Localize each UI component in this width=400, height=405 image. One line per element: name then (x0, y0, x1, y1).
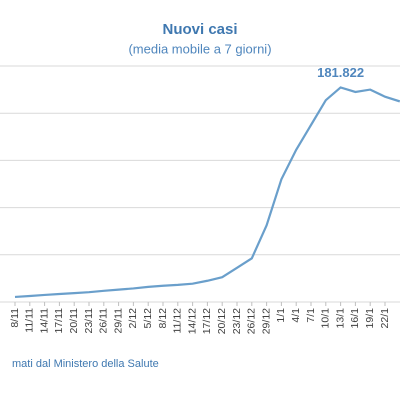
x-tick-label: 26/12 (246, 308, 258, 334)
x-tick-label: 13/1 (334, 308, 346, 329)
x-tick-label: 8/11 (9, 308, 21, 328)
x-tick-label: 14/12 (186, 308, 198, 334)
x-tick-label: 20/12 (216, 308, 228, 334)
x-tick-label: 11/12 (172, 308, 184, 334)
x-tick-label: 23/11 (83, 308, 95, 334)
chart-title: Nuovi casi (162, 21, 237, 38)
data-label: 181.822 (317, 65, 364, 80)
x-tick-label: 29/12 (260, 308, 272, 334)
x-tick-label: 2/12 (127, 308, 139, 329)
x-tick-label: 4/1 (290, 308, 302, 323)
x-tick-label: 26/11 (98, 308, 110, 334)
x-tick-label: 10/1 (320, 308, 332, 329)
x-tick-label: 14/11 (38, 308, 50, 334)
x-tick-label: 17/12 (201, 308, 213, 334)
x-tick-label: 5/12 (142, 308, 154, 329)
x-tick-label: 16/1 (349, 308, 361, 329)
x-tick-label: 8/12 (157, 308, 169, 329)
x-tick-label: 7/1 (305, 308, 317, 323)
data-line (14, 86, 400, 299)
x-tick-label: 22/1 (379, 308, 391, 329)
x-tick-label: 1/1 (275, 308, 287, 323)
x-tick-label: 11/11 (24, 308, 36, 333)
chart-subtitle: (media mobile a 7 giorni) (128, 41, 271, 56)
x-tick-label: 29/11 (112, 308, 124, 334)
x-tick-label: 20/11 (68, 308, 80, 334)
x-tick-label: 17/11 (53, 308, 65, 334)
x-tick-label: 23/12 (231, 308, 243, 334)
source-note: mati dal Ministero della Salute (12, 358, 159, 370)
x-tick-label: 19/1 (364, 308, 376, 329)
